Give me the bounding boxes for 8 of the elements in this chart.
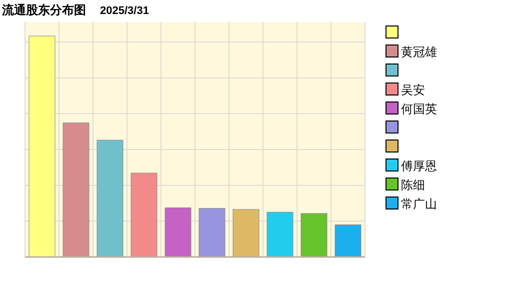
legend-label: 陈细	[401, 178, 425, 192]
chart-title: 流通股东分布图	[1, 3, 86, 17]
legend-label: 吴安	[401, 83, 425, 97]
legend-label: 黄冠雄	[401, 45, 437, 59]
legend-label: 何国英	[401, 102, 437, 116]
legend-label: 傅厚恩	[401, 159, 437, 173]
chart-subtitle: 2025/3/31	[100, 5, 149, 17]
legend-label: 常广山	[401, 197, 437, 211]
